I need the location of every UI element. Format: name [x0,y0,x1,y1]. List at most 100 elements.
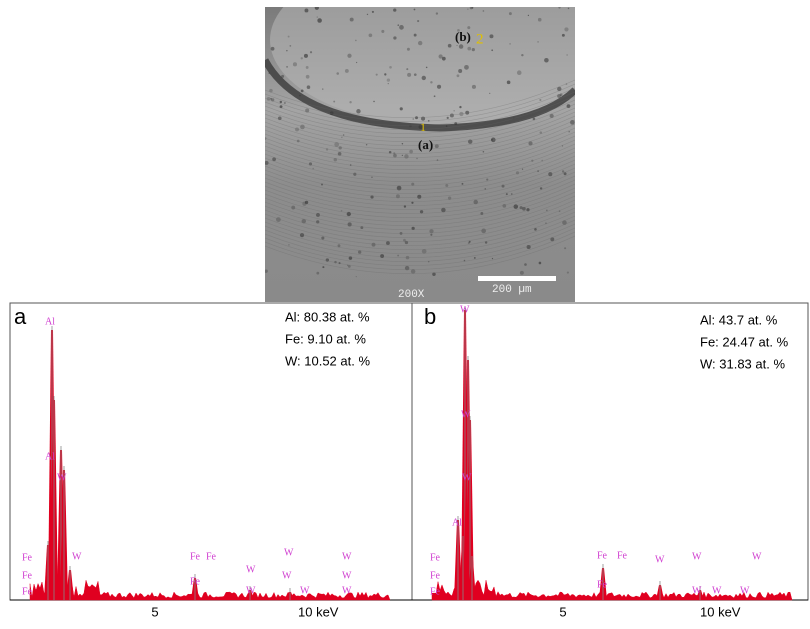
texture [371,10,374,14]
texture [413,73,417,76]
texture [432,272,436,277]
texture [404,154,409,159]
element-label: Fe [597,579,608,590]
texture [411,201,414,204]
texture [545,209,548,212]
element-label: Fe [22,570,33,581]
texture [427,260,430,263]
texture [412,118,414,120]
element-label: W [342,570,352,581]
texture [406,68,409,71]
texture [467,26,471,30]
texture [308,162,313,166]
texture [321,236,325,240]
texture [435,12,439,15]
texture [360,226,364,229]
element-label: W [692,585,702,596]
texture [510,193,513,195]
texture [456,33,458,35]
element-label: Fe [22,552,33,563]
texture [312,167,314,170]
texture [559,93,563,97]
texture [349,17,354,22]
texture [519,206,523,210]
texture [356,61,358,64]
texture [467,241,470,244]
texture [265,231,575,270]
texture [300,124,305,130]
texture [322,88,324,90]
texture [265,179,575,218]
texture [411,226,415,230]
texture [393,36,397,40]
texture [269,88,273,93]
texture [509,42,511,45]
texture [265,123,575,162]
texture [265,203,575,242]
texture [317,18,322,23]
texture [265,227,575,266]
texture [265,83,575,122]
texture [489,92,491,95]
sem-label: 2 [476,31,484,47]
texture [531,159,534,162]
texture [441,207,446,213]
texture [277,116,282,121]
texture [539,187,543,190]
texture [418,124,423,130]
texture [430,81,433,84]
texture [564,27,569,32]
element-label: Fe [430,570,441,581]
texture [265,111,575,150]
texture [265,175,575,214]
texture [568,131,570,133]
x-tick-label: 5 [559,604,566,619]
texture [419,210,424,214]
texture [304,200,309,205]
texture [561,145,564,147]
texture [393,153,397,158]
texture [491,49,494,52]
texture [265,211,575,250]
element-label: W [740,585,750,596]
texture [389,65,392,69]
micrograph [265,7,575,302]
texture [336,72,339,75]
texture [386,241,390,245]
texture [265,160,269,165]
texture [281,74,285,78]
texture [471,84,476,89]
texture [334,260,337,264]
texture [286,49,288,52]
texture [289,44,292,47]
texture [425,66,428,69]
texture [380,254,385,259]
texture [265,159,575,198]
texture [403,205,407,208]
texture [353,172,357,176]
element-label: Al [45,451,55,462]
texture [301,218,306,224]
texture [528,141,533,146]
texture [456,44,458,47]
texture [526,208,530,212]
texture [548,172,553,177]
texture [338,262,341,265]
texture [265,219,575,258]
texture [316,220,320,224]
texture [342,134,345,136]
texture [399,231,403,235]
texture [300,57,303,60]
element-label: W [342,551,352,562]
texture [469,7,473,10]
texture [355,275,357,278]
texture [438,54,443,59]
x-tick-label: 5 [151,604,158,619]
texture [454,122,458,125]
element-label: W [246,585,256,596]
texture [473,199,478,205]
texture [393,152,396,155]
texture [524,263,527,266]
texture [441,56,446,61]
texture [270,46,275,51]
